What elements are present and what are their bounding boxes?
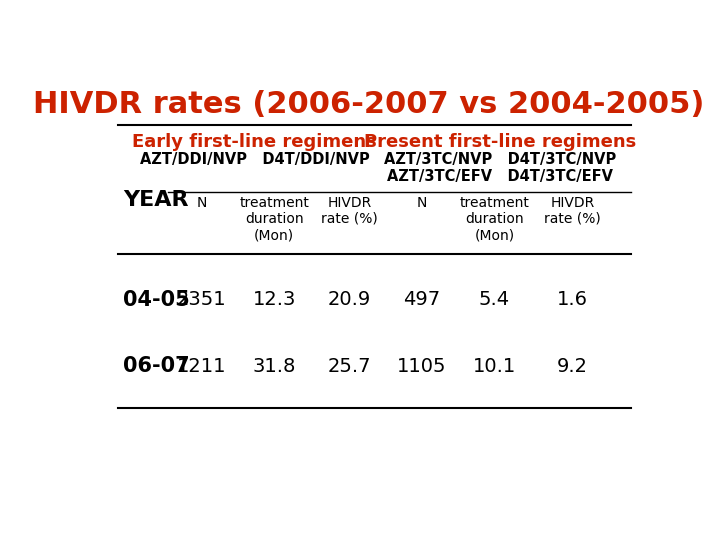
Text: 12.3: 12.3 <box>253 290 296 309</box>
Text: HIVDR rates (2006-2007 vs 2004-2005): HIVDR rates (2006-2007 vs 2004-2005) <box>33 90 705 119</box>
Text: 1105: 1105 <box>397 357 446 376</box>
Text: 20.9: 20.9 <box>328 290 371 309</box>
Text: 1211: 1211 <box>177 357 226 376</box>
Text: 1.6: 1.6 <box>557 290 588 309</box>
Text: HIVDR
rate (%): HIVDR rate (%) <box>544 196 601 226</box>
Text: 10.1: 10.1 <box>473 357 516 376</box>
Text: AZT/3TC/NVP   D4T/3TC/NVP: AZT/3TC/NVP D4T/3TC/NVP <box>384 152 616 167</box>
Text: Early first-line regimens: Early first-line regimens <box>132 133 377 151</box>
Text: 25.7: 25.7 <box>328 357 372 376</box>
Text: 2351: 2351 <box>177 290 226 309</box>
Text: 497: 497 <box>403 290 441 309</box>
Text: Present first-line regimens: Present first-line regimens <box>364 133 636 151</box>
Text: HIVDR
rate (%): HIVDR rate (%) <box>321 196 378 226</box>
Text: AZT/3TC/EFV   D4T/3TC/EFV: AZT/3TC/EFV D4T/3TC/EFV <box>387 168 613 184</box>
Text: 06-07: 06-07 <box>124 356 190 376</box>
Text: YEAR: YEAR <box>124 190 189 210</box>
Text: 5.4: 5.4 <box>479 290 510 309</box>
Text: N: N <box>417 196 427 210</box>
Text: 31.8: 31.8 <box>253 357 296 376</box>
Text: 9.2: 9.2 <box>557 357 588 376</box>
Text: N: N <box>197 196 207 210</box>
Text: 04-05: 04-05 <box>124 290 190 310</box>
Text: treatment
duration
(Mon): treatment duration (Mon) <box>459 196 529 242</box>
Text: AZT/DDI/NVP   D4T/DDI/NVP: AZT/DDI/NVP D4T/DDI/NVP <box>140 152 369 167</box>
Text: treatment
duration
(Mon): treatment duration (Mon) <box>239 196 309 242</box>
